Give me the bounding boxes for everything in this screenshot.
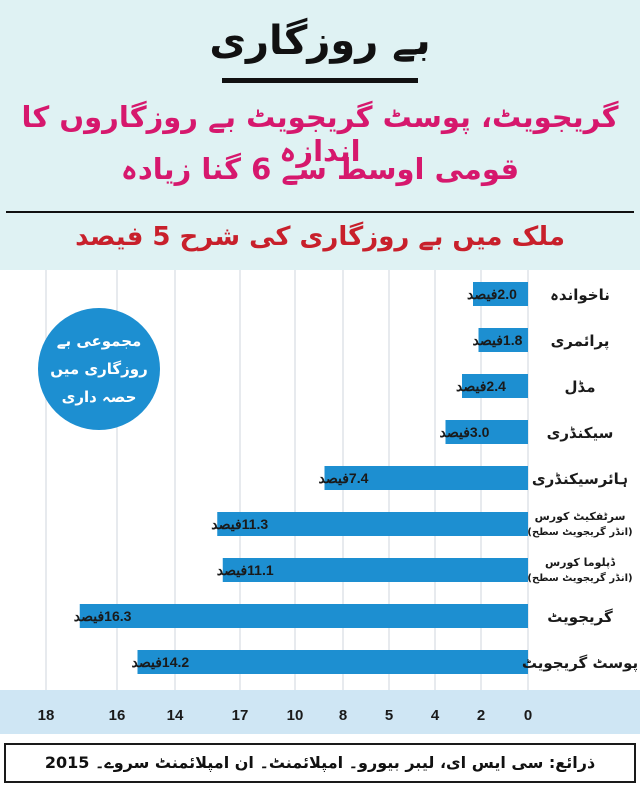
bar bbox=[222, 558, 528, 582]
category-label: مڈل bbox=[565, 378, 596, 396]
axis-tick-label: 0 bbox=[524, 707, 532, 724]
axis-tick-label: 5 bbox=[385, 707, 393, 724]
axis-tick-label: 18 bbox=[38, 707, 55, 724]
bar bbox=[324, 466, 528, 490]
axis-tick-label: 2 bbox=[477, 707, 485, 724]
bar-value-label: 11.3فیصد bbox=[211, 516, 268, 532]
bar-chart: 0 2 4 5 8 10 17 14 16 18 2.0فیصد ناخواندہ 1.8فیصد پرا… bbox=[38, 270, 638, 724]
axis-tick-label: 17 bbox=[232, 707, 249, 724]
axis-tick-label: 8 bbox=[339, 707, 347, 724]
subtitle-line-2: قومی اوسط سے 6 گنا زیادہ bbox=[120, 152, 520, 186]
share-badge: مجموعی بے روزگاری میں حصہ داری bbox=[38, 308, 160, 430]
header-divider bbox=[6, 211, 634, 213]
bar-value-label: 1.8فیصد bbox=[473, 332, 523, 348]
bar-value-label: 14.2فیصد bbox=[132, 654, 190, 670]
bar-value-label: 2.0فیصد bbox=[467, 286, 517, 302]
share-badge-text: مجموعی بے روزگاری میں حصہ داری bbox=[50, 332, 148, 406]
bar bbox=[137, 650, 528, 674]
axis-tick-label: 16 bbox=[109, 707, 126, 724]
bar bbox=[445, 420, 528, 444]
bar bbox=[217, 512, 528, 536]
bar-value-label: 11.1فیصد bbox=[217, 562, 274, 578]
category-label: (انڈر گریجویٹ سطح) bbox=[527, 571, 632, 584]
axis-tick-label: 4 bbox=[431, 707, 440, 724]
category-label: پرائمری bbox=[551, 332, 610, 351]
category-label: ڈپلوما کورس bbox=[545, 556, 616, 569]
unemployment-rate-line: ملک میں بے روزگاری کی شرح 5 فیصد bbox=[75, 222, 565, 252]
bar-value-label: 16.3فیصد bbox=[74, 608, 132, 624]
category-label: ناخواندہ bbox=[550, 286, 610, 304]
category-label: (انڈر گریجویٹ سطح) bbox=[527, 525, 632, 538]
category-label: ہائرسیکنڈری bbox=[532, 470, 628, 488]
title-underline bbox=[222, 78, 418, 83]
bar-value-label: 7.4فیصد bbox=[319, 470, 369, 486]
header-panel: بے روزگاری گریجویٹ، پوسٹ گریجویٹ بے روزگ… bbox=[0, 0, 640, 270]
axis-band bbox=[0, 690, 640, 734]
bar bbox=[79, 604, 528, 628]
bar-value-label: 3.0فیصد bbox=[440, 424, 490, 440]
subtitle-line-1: گریجویٹ، پوسٹ گریجویٹ بے روزگاروں کا اند… bbox=[21, 100, 619, 168]
category-label: سرٹفکیٹ کورس bbox=[535, 510, 626, 523]
bar bbox=[473, 282, 528, 306]
bar-value-label: 2.4فیصد bbox=[456, 378, 506, 394]
bar bbox=[462, 374, 528, 398]
category-label: سیکنڈری bbox=[547, 424, 614, 442]
source-footer: ذرائع: سی ایس ای، لیبر بیورو۔ امپلائمنٹ۔… bbox=[4, 743, 636, 783]
category-label: گریجویٹ bbox=[547, 608, 613, 626]
main-title: بے روزگاری bbox=[209, 18, 431, 64]
bar bbox=[478, 328, 528, 352]
category-label: پوسٹ گریجویٹ bbox=[522, 654, 638, 673]
axis-tick-label: 10 bbox=[287, 707, 304, 724]
axis-tick-label: 14 bbox=[167, 707, 184, 724]
